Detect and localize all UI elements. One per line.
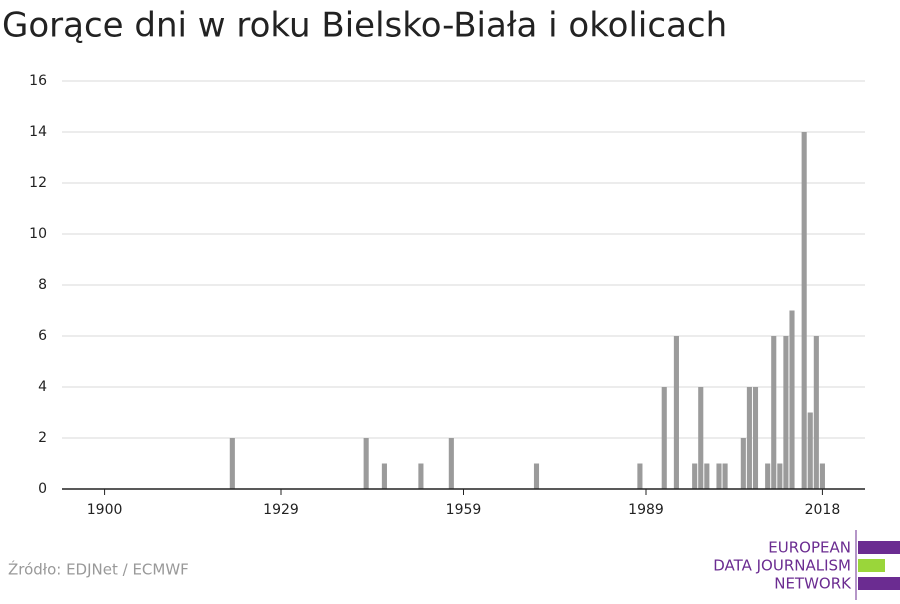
x-tick-label: 2018: [805, 502, 841, 518]
bar: [692, 463, 698, 489]
logo: EUROPEAN DATA JOURNALISM NETWORK: [713, 530, 900, 600]
logo-text: EUROPEAN: [768, 539, 851, 557]
x-tick-label: 1989: [628, 502, 664, 518]
y-tick-label: 6: [38, 328, 47, 344]
bar: [771, 336, 777, 489]
y-tick-label: 14: [29, 124, 47, 140]
bar: [363, 438, 369, 489]
bar: [789, 310, 795, 489]
y-tick-label: 8: [38, 277, 47, 293]
logo-bar: [858, 577, 900, 590]
bar: [807, 412, 813, 489]
chart-title: Gorące dni w roku Bielsko-Biała i okolic…: [2, 6, 727, 46]
source: Źródło: EDJNet / ECMWF: [8, 560, 189, 579]
bar: [722, 463, 728, 489]
bar: [752, 387, 759, 489]
logo-text: NETWORK: [774, 575, 852, 593]
logo-text: DATA JOURNALISM: [713, 557, 851, 575]
y-tick-label: 4: [38, 379, 47, 395]
bar: [418, 463, 424, 489]
bar: [765, 463, 771, 489]
bar: [783, 336, 789, 489]
y-tick-label: 16: [29, 73, 47, 89]
x-tick-label: 1900: [87, 502, 123, 518]
bar: [740, 438, 746, 489]
x-tick-label: 1959: [446, 502, 482, 518]
y-tick-label: 2: [38, 430, 47, 446]
bar: [698, 387, 704, 489]
y-tick-label: 12: [29, 175, 47, 191]
bar: [637, 463, 643, 489]
bar: [381, 463, 387, 489]
bar: [746, 387, 752, 489]
bar: [229, 438, 235, 489]
bar: [716, 463, 722, 489]
x-tick-label: 1929: [263, 502, 299, 518]
bar: [801, 132, 807, 489]
bar: [661, 387, 667, 489]
bar: [448, 438, 454, 489]
y-tick-label: 0: [38, 481, 47, 497]
logo-bar: [858, 559, 885, 572]
bar: [819, 463, 825, 489]
bar: [704, 463, 710, 489]
logo-bar: [858, 541, 900, 554]
bar: [813, 336, 819, 489]
y-tick-label: 10: [29, 226, 47, 242]
bar: [777, 463, 783, 489]
bar: [673, 336, 679, 489]
bar: [533, 463, 540, 489]
